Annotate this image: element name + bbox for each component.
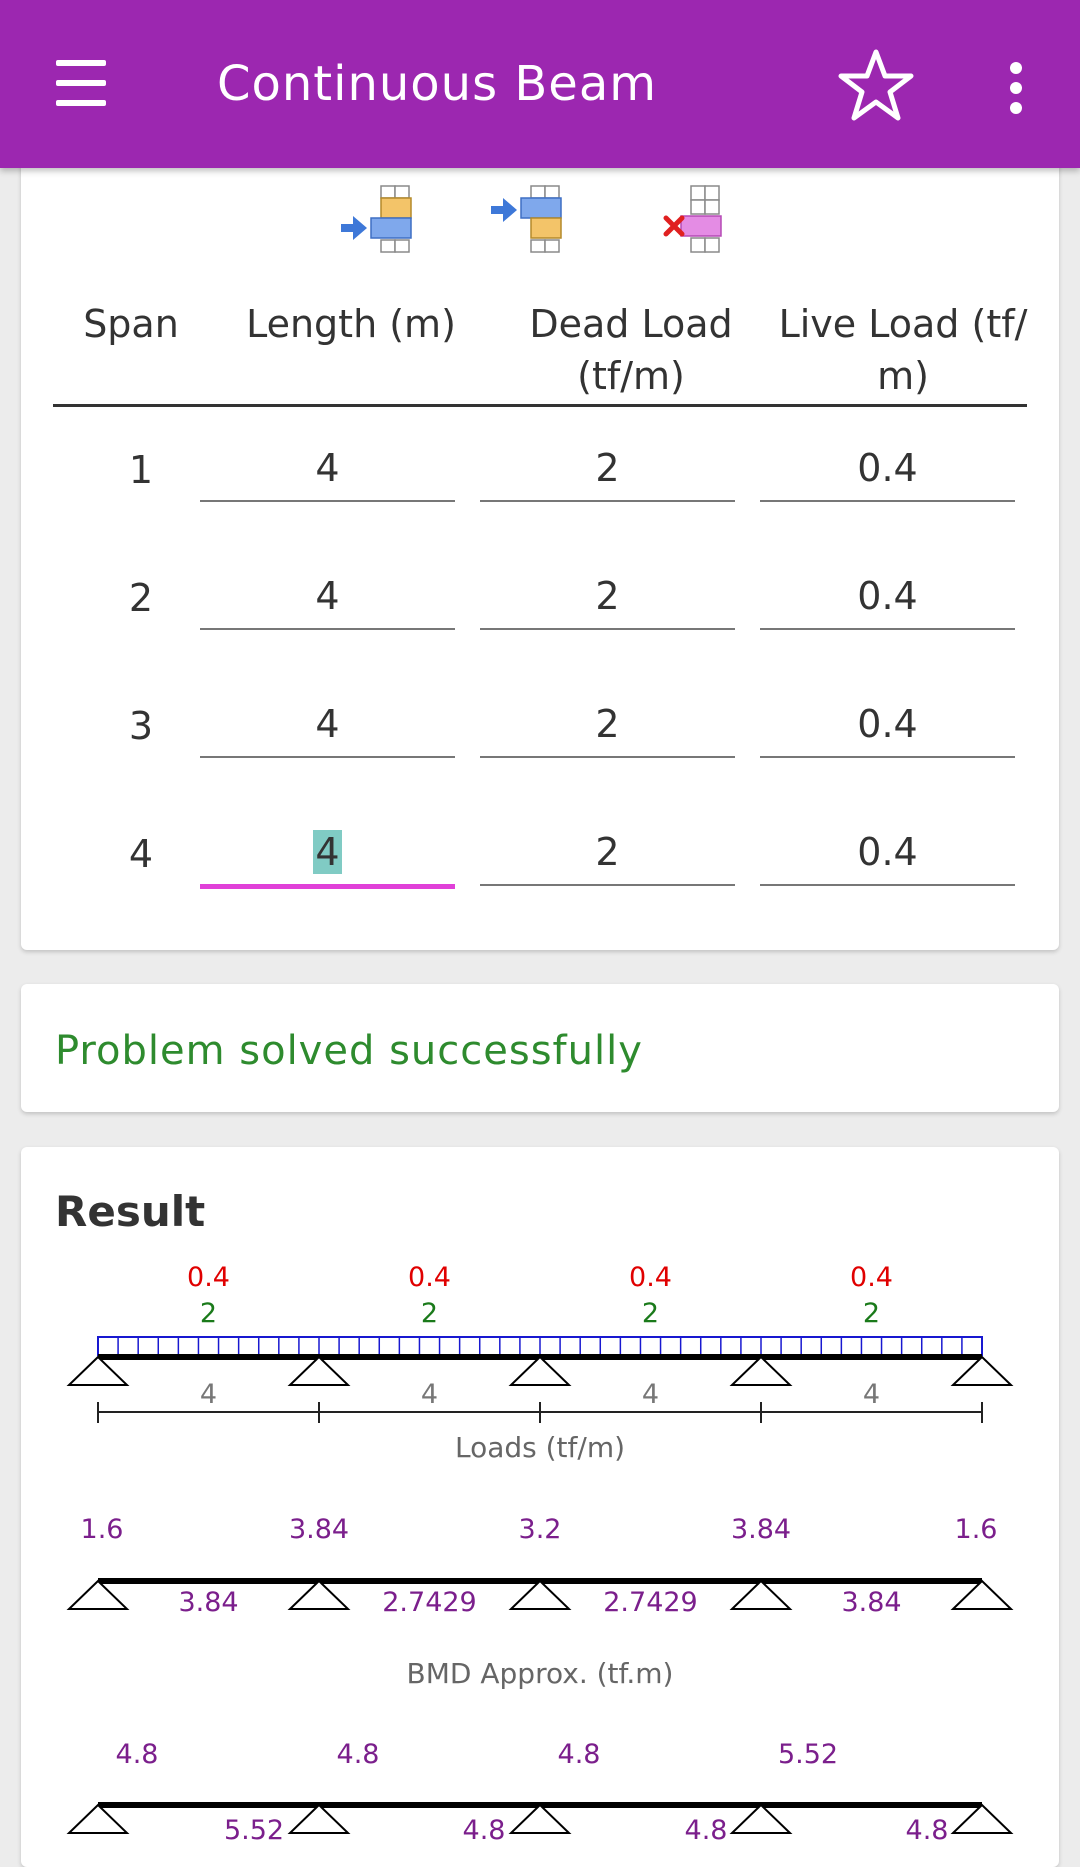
bmd-support-value-4: 3.84	[731, 1514, 791, 1545]
live-load-label-3: 0.4	[629, 1262, 672, 1293]
header-dead-load: Dead Load (tf/m)	[481, 298, 781, 402]
diagram3-top-value-2: 4.8	[337, 1739, 380, 1770]
row-3-dead-load-input[interactable]: 2	[480, 692, 735, 758]
header-live-load-line2: m)	[877, 354, 929, 398]
star-icon[interactable]	[836, 46, 916, 126]
span-length-label-3: 4	[642, 1379, 659, 1410]
header-divider	[53, 404, 1027, 407]
row-3-length-input[interactable]: 4	[200, 692, 455, 758]
header-length: Length (m)	[246, 302, 456, 346]
dead-load-label-4: 2	[863, 1298, 880, 1329]
bmd-support-2	[287, 1579, 351, 1610]
bmd-support-value-1: 1.6	[81, 1514, 124, 1545]
live-load-label-4: 0.4	[850, 1262, 893, 1293]
row-1-dead-load-input[interactable]: 2	[480, 436, 735, 502]
row-4-dead-load-input[interactable]: 2	[480, 820, 735, 886]
row-2-span: 2	[128, 576, 154, 620]
loads-support-4	[729, 1355, 793, 1386]
bmd-support-value-5: 1.6	[955, 1514, 998, 1545]
diagram3-support-1	[66, 1803, 130, 1834]
row-4-length-input[interactable]: 4	[200, 820, 455, 889]
dead-load-label-3: 2	[642, 1298, 659, 1329]
status-card: Problem solved successfully	[21, 984, 1059, 1112]
diagram3-support-5	[950, 1803, 1014, 1834]
spans-card: Span Length (m) Dead Load (tf/m) Live Lo…	[21, 150, 1059, 950]
delete-span-icon[interactable]	[639, 184, 739, 274]
bmd-span-value-3: 2.7429	[603, 1587, 697, 1618]
bmd-span-value-2: 2.7429	[382, 1587, 476, 1618]
diagram3-top-value-3: 4.8	[558, 1739, 601, 1770]
row-3-live-load-input[interactable]: 0.4	[760, 692, 1015, 758]
row-2-length-input[interactable]: 4	[200, 564, 455, 630]
diagram3-bottom-value-3: 4.8	[685, 1815, 728, 1846]
bmd-support-value-3: 3.2	[519, 1514, 562, 1545]
status-message: Problem solved successfully	[55, 1028, 643, 1074]
row-4-span: 4	[128, 832, 154, 876]
row-1-span: 1	[128, 448, 154, 492]
row-3-span: 3	[128, 704, 154, 748]
insert-span-before-icon[interactable]	[337, 184, 437, 274]
row-2-live-load-input[interactable]: 0.4	[760, 564, 1015, 630]
dead-load-label-2: 2	[421, 1298, 438, 1329]
header-dead-load-line2: (tf/m)	[577, 354, 685, 398]
span-length-label-1: 4	[200, 1379, 217, 1410]
loads-support-3	[508, 1355, 572, 1386]
app-title: Continuous Beam	[217, 56, 657, 112]
loads-support-2	[287, 1355, 351, 1386]
bmd-span-value-1: 3.84	[178, 1587, 238, 1618]
diagram3-support-4	[729, 1803, 793, 1834]
bmd-support-4	[729, 1579, 793, 1610]
span-length-label-2: 4	[421, 1379, 438, 1410]
bmd-support-1	[66, 1579, 130, 1610]
row-4-live-load-input[interactable]: 0.4	[760, 820, 1015, 886]
more-vert-icon[interactable]	[990, 56, 1038, 116]
header-live-load-line1: Live Load (tf/	[778, 302, 1028, 346]
header-span: Span	[83, 302, 179, 346]
live-load-label-1: 0.4	[187, 1262, 230, 1293]
app-bar: Continuous Beam	[0, 0, 1080, 168]
bmd-support-value-2: 3.84	[289, 1514, 349, 1545]
result-card: Result 0.4 0.4 0.4 0.4 2 2 2 2 4 4 4 4 Loads (tf/m) 1…	[21, 1147, 1059, 1867]
row-2-dead-load-input[interactable]: 2	[480, 564, 735, 630]
row-1-length-input[interactable]: 4	[200, 436, 455, 502]
diagram3-support-2	[287, 1803, 351, 1834]
loads-caption: Loads (tf/m)	[455, 1431, 625, 1464]
diagram3-top-value-1: 4.8	[116, 1739, 159, 1770]
result-title: Result	[55, 1187, 206, 1236]
result-diagrams: 0.4 0.4 0.4 0.4 2 2 2 2 4 4 4 4 Loads (tf/m) 1.6 3.84 3…	[66, 1262, 1014, 1846]
bmd-span-value-4: 3.84	[841, 1587, 901, 1618]
loads-support-1	[66, 1355, 130, 1386]
diagram3-top-value-4: 5.52	[778, 1739, 838, 1770]
selected-text: 4	[313, 830, 342, 874]
row-1-live-load-input[interactable]: 0.4	[760, 436, 1015, 502]
span-length-label-4: 4	[863, 1379, 880, 1410]
menu-icon[interactable]	[48, 56, 114, 116]
diagram3-bottom-value-1: 5.52	[224, 1815, 284, 1846]
diagram3-bottom-value-4: 4.8	[906, 1815, 949, 1846]
dead-load-label-1: 2	[200, 1298, 217, 1329]
insert-span-after-icon[interactable]	[487, 184, 587, 274]
bmd-caption: BMD Approx. (tf.m)	[407, 1657, 674, 1690]
diagram3-bottom-value-2: 4.8	[463, 1815, 506, 1846]
diagram3-support-3	[508, 1803, 572, 1834]
header-live-load: Live Load (tf/ m)	[753, 298, 1053, 402]
loads-support-5	[950, 1355, 1014, 1386]
header-dead-load-line1: Dead Load	[529, 302, 733, 346]
live-load-label-2: 0.4	[408, 1262, 451, 1293]
bmd-support-5	[950, 1579, 1014, 1610]
bmd-support-3	[508, 1579, 572, 1610]
